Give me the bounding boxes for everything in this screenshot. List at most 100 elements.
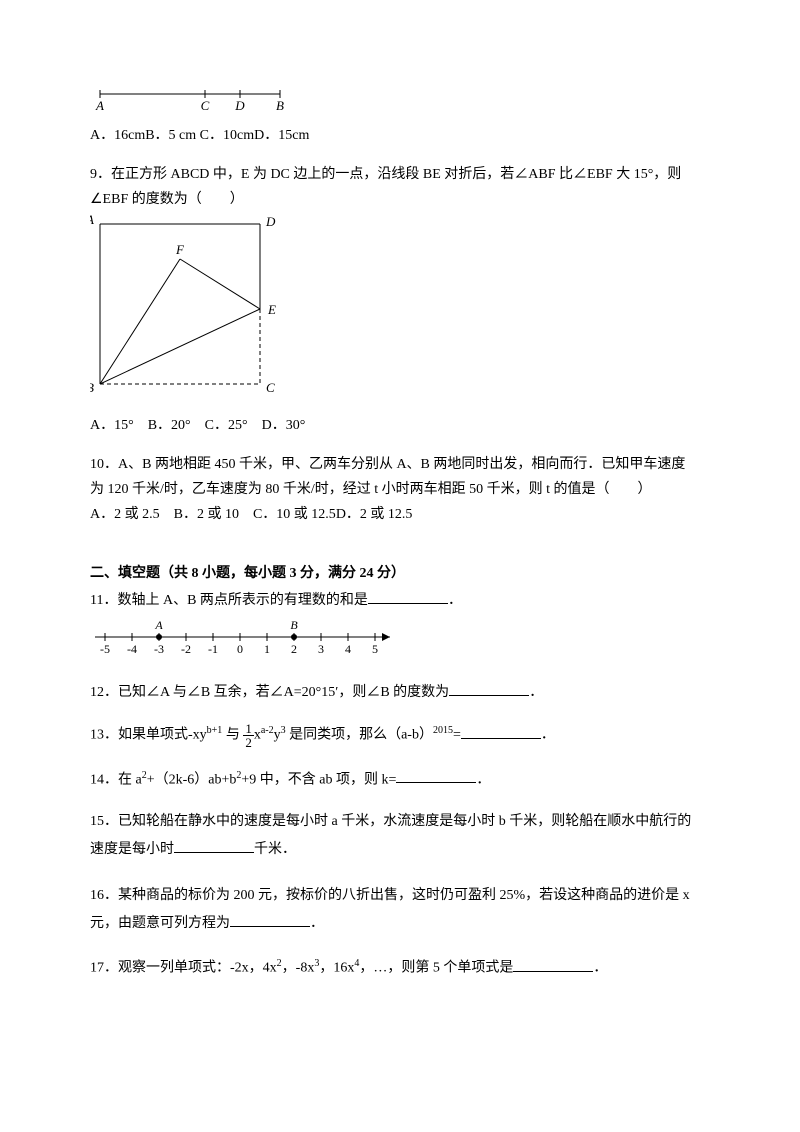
q13-pre: 13．如果单项式-xy (90, 728, 207, 743)
q13-mid4: 是同类项，那么（a-b） (286, 728, 433, 743)
question-9: 9．在正方形 ABCD 中，E 为 DC 边上的一点，沿线段 BE 对折后，若∠… (90, 164, 710, 436)
svg-text:F: F (175, 242, 185, 257)
svg-text:-3: -3 (154, 642, 164, 656)
svg-text:E: E (267, 302, 276, 317)
q17-pre: 17．观察一列单项式：-2x，4x (90, 961, 277, 976)
option-d: D．15cm (254, 128, 309, 143)
q17-tail: ． (593, 961, 607, 976)
frac-num: 1 (243, 722, 254, 736)
question-17: 17．观察一列单项式：-2x，4x2，-8x3，16x4，…，则第 5 个单项式… (90, 956, 710, 979)
option-b: B．20° (148, 418, 191, 433)
section-2-header: 二、填空题（共 8 小题，每小题 3 分，满分 24 分） (90, 563, 710, 584)
option-d: D．2 或 12.5 (336, 507, 413, 522)
blank (513, 958, 593, 972)
svg-text:A: A (95, 98, 104, 113)
q15-l2b: 千米． (254, 842, 296, 857)
svg-text:D: D (234, 98, 245, 113)
q9-options: A．15° B．20° C．25° D．30° (90, 415, 710, 436)
number-line-diagram: -5-4-3-2-1012345 A B (90, 615, 400, 657)
frac-den: 2 (243, 736, 254, 749)
fraction: 12 (243, 722, 254, 749)
svg-text:-5: -5 (100, 642, 110, 656)
svg-text:-2: -2 (181, 642, 191, 656)
question-13: 13．如果单项式-xyb+1 与 12xa-2y3 是同类项，那么（a-b）20… (90, 721, 710, 750)
blank (396, 769, 476, 783)
q12-tail: ． (529, 685, 543, 700)
q11-tail: ． (448, 593, 462, 608)
svg-text:B: B (276, 98, 284, 113)
q16-l2a: 元，由题意可列方程为 (90, 916, 230, 931)
svg-text:2: 2 (291, 642, 297, 656)
q15-line2: 速度是每小时 千米． (90, 836, 710, 864)
q10-options: A．2 或 2.5 B．2 或 10 C．10 或 12.5D．2 或 12.5 (90, 504, 710, 525)
option-b: B．5 cm (145, 128, 196, 143)
q13-exp2: a-2 (261, 725, 274, 736)
q11-stem: 11．数轴上 A、B 两点所表示的有理数的和是 (90, 593, 368, 608)
q14-pre: 14．在 a (90, 772, 142, 787)
svg-text:1: 1 (264, 642, 270, 656)
question-8: A C D B A．16cmB．5 cm C．10cmD．15cm (90, 84, 710, 146)
svg-text:5: 5 (372, 642, 378, 656)
q11-figure: -5-4-3-2-1012345 A B (90, 615, 710, 664)
svg-text:-4: -4 (127, 642, 137, 656)
question-11: 11．数轴上 A、B 两点所表示的有理数的和是． -5-4-3-2-101234… (90, 590, 710, 664)
option-a: A．2 或 2.5 (90, 507, 160, 522)
svg-text:A: A (154, 618, 163, 632)
svg-text:A: A (90, 214, 94, 227)
line-segment-diagram: A C D B (90, 84, 290, 114)
q16-l2b: ． (310, 916, 324, 931)
svg-text:B: B (290, 618, 298, 632)
option-b: B．2 或 10 (174, 507, 239, 522)
svg-text:C: C (266, 380, 275, 395)
q16-line2: 元，由题意可列方程为 ． (90, 910, 710, 938)
question-15: 15．已知轮船在静水中的速度是每小时 a 千米，水流速度是每小时 b 千米，则轮… (90, 808, 710, 864)
question-14: 14．在 a2+（2k-6）ab+b2+9 中，不含 ab 项，则 k=． (90, 768, 710, 791)
q13-exp4: 2015 (433, 725, 453, 736)
q13-mid1: 与 (222, 728, 240, 743)
q9-figure: A D B C E F (90, 214, 710, 411)
q17-m3: ，…，则第 5 个单项式是 (359, 961, 513, 976)
q9-text-line2: ∠EBF 的度数为（ ） (90, 189, 710, 210)
q13-mid3: y (274, 728, 281, 743)
svg-text:4: 4 (345, 642, 351, 656)
q9-text-line1: 9．在正方形 ABCD 中，E 为 DC 边上的一点，沿线段 BE 对折后，若∠… (90, 164, 710, 185)
q13-mid2: x (254, 728, 261, 743)
question-16: 16．某种商品的标价为 200 元，按标价的八折出售，这时仍可盈利 25%，若设… (90, 882, 710, 938)
svg-text:B: B (90, 380, 94, 395)
question-10: 10．A、B 两地相距 450 千米，甲、乙两车分别从 A、B 两地同时出发，相… (90, 454, 710, 525)
blank (461, 725, 541, 739)
q11-text: 11．数轴上 A、B 两点所表示的有理数的和是 ． (90, 590, 710, 611)
q10-text-line2: 为 120 千米/时，乙车速度为 80 千米/时，经过 t 小时两车相距 50 … (90, 479, 710, 500)
option-a: A．16cm (90, 128, 145, 143)
option-c: C．25° (205, 418, 248, 433)
option-c: C．10 或 12.5 (253, 507, 336, 522)
svg-text:C: C (201, 98, 210, 113)
q13-mid5: = (453, 728, 461, 743)
q16-line1: 16．某种商品的标价为 200 元，按标价的八折出售，这时仍可盈利 25%，若设… (90, 882, 710, 910)
q17-m2: ，16x (319, 961, 354, 976)
q15-l2a: 速度是每小时 (90, 842, 174, 857)
q14-m2: +9 中，不含 ab 项，则 k= (241, 772, 396, 787)
blank (230, 913, 310, 927)
q13-exp1: b+1 (207, 725, 223, 736)
blank (449, 682, 529, 696)
q14-tail: ． (476, 772, 490, 787)
option-c: C．10cm (200, 128, 254, 143)
q8-figure: A C D B (90, 84, 710, 121)
q8-options: A．16cmB．5 cm C．10cmD．15cm (90, 125, 710, 146)
svg-text:3: 3 (318, 642, 324, 656)
q10-text-line1: 10．A、B 两地相距 450 千米，甲、乙两车分别从 A、B 两地同时出发，相… (90, 454, 710, 475)
svg-text:-1: -1 (208, 642, 218, 656)
q12-stem: 12．已知∠A 与∠B 互余，若∠A=20°15′，则∠B 的度数为 (90, 685, 449, 700)
q14-m1: +（2k-6）ab+b (147, 772, 237, 787)
q15-line1: 15．已知轮船在静水中的速度是每小时 a 千米，水流速度是每小时 b 千米，则轮… (90, 808, 710, 836)
blank (174, 839, 254, 853)
square-fold-diagram: A D B C E F (90, 214, 280, 404)
blank (368, 590, 448, 604)
q17-m1: ，-8x (282, 961, 315, 976)
svg-text:D: D (265, 214, 276, 229)
question-12: 12．已知∠A 与∠B 互余，若∠A=20°15′，则∠B 的度数为 ． (90, 682, 710, 703)
option-a: A．15° (90, 418, 134, 433)
q13-tail: ． (541, 728, 555, 743)
option-d: D．30° (262, 418, 306, 433)
